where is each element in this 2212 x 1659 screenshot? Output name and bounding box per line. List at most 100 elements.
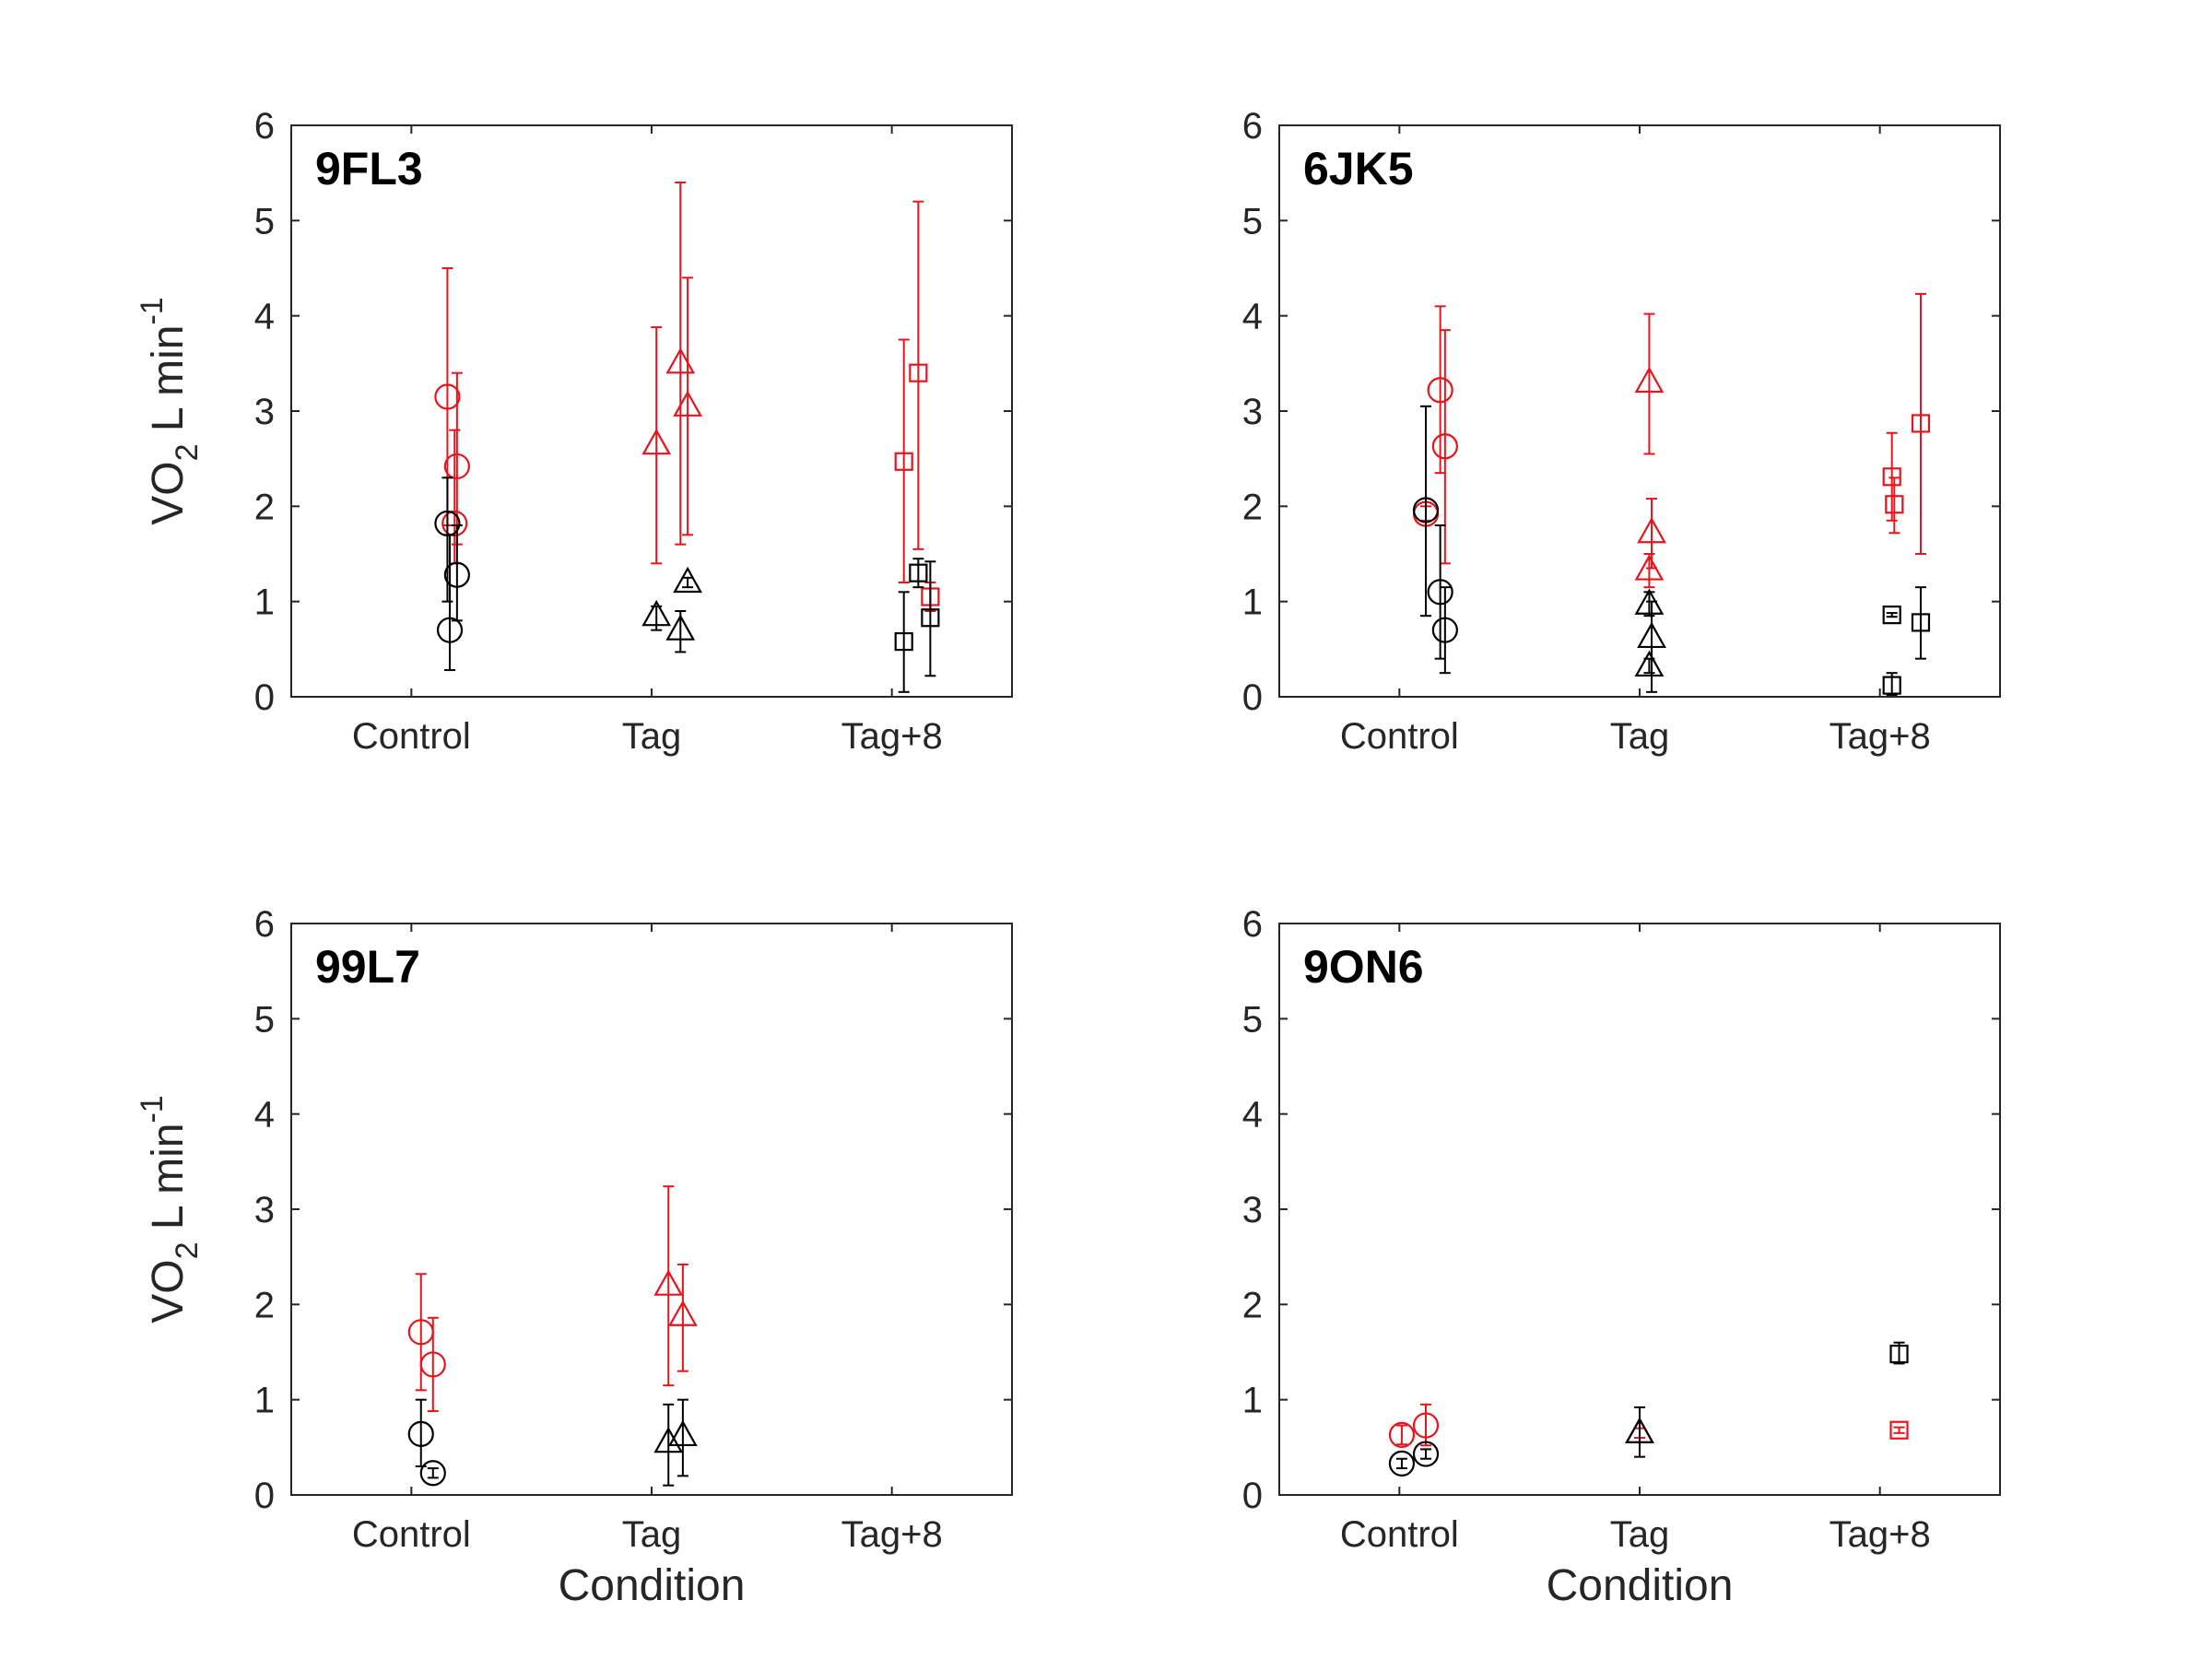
x-tick-label-control: Control (1340, 716, 1459, 757)
x-tick-label-tag: Tag (622, 1514, 682, 1555)
y-tick-label: 5 (254, 201, 275, 241)
panel-title: 99L7 (315, 941, 420, 993)
panel-title: 9ON6 (1303, 941, 1424, 993)
y-tick-label: 4 (1242, 1095, 1263, 1135)
panel-title: 6JK5 (1303, 143, 1414, 194)
x-tick-label-tag-8: Tag+8 (1830, 716, 1931, 757)
y-tick-label: 4 (1242, 297, 1263, 337)
data-point-circle (443, 561, 470, 588)
data-point-square (1882, 676, 1901, 695)
data-point-triangle (641, 599, 672, 627)
axes-box (1278, 124, 2001, 698)
data-point-triangle (641, 428, 672, 455)
y-tick-label: 3 (1242, 392, 1263, 432)
x-axis-label: Condition (559, 1561, 746, 1610)
y-tick-label: 2 (1242, 487, 1263, 527)
x-tick-label-tag: Tag (1610, 716, 1670, 757)
panel-6JK5: 0 1 2 3 4 5 6 Control Tag Tag+8 6JK5 (1242, 106, 2001, 757)
series-red (1412, 292, 1931, 589)
y-tick-label: 6 (1242, 106, 1263, 147)
data-point-circle (1388, 1421, 1416, 1449)
data-point-square (909, 363, 928, 382)
y-tick-label: 2 (1242, 1285, 1263, 1325)
x-axis-label: Condition (1547, 1561, 1734, 1610)
data-point-triangle (668, 1300, 698, 1326)
x-tick-label-tag-8: Tag+8 (1830, 1514, 1931, 1555)
x-tick-label-control: Control (1340, 1514, 1459, 1555)
data-point-triangle (1625, 1417, 1654, 1443)
panel-9ON6: 0 1 2 3 4 5 6 Control Tag Tag+8 9ON6 Condition (1242, 904, 2001, 1610)
y-axis-label: VO2 L min-1 (135, 297, 205, 524)
data-point-triangle (1634, 650, 1665, 677)
y-tick-label: 4 (254, 297, 275, 337)
y-tick-label: 2 (254, 487, 275, 527)
data-point-triangle (668, 1419, 698, 1447)
data-point-square (1889, 1420, 1909, 1440)
data-point-square (894, 631, 913, 652)
data-point-square (921, 608, 940, 628)
y-tick-label: 0 (1242, 1476, 1263, 1516)
series-black (1388, 1341, 1909, 1477)
data-point-circle (1412, 497, 1440, 524)
y-tick-label: 6 (1242, 904, 1263, 945)
data-point-triangle (1637, 517, 1666, 544)
data-point-circle (434, 383, 461, 410)
series-red (1388, 1403, 1909, 1449)
data-point-square (1911, 613, 1931, 632)
data-point-triangle (653, 1269, 684, 1296)
panel-9FL3: 0 1 2 3 4 5 6 Control Tag Tag+8 9FL3 VO2 L min-1 (135, 106, 1013, 757)
series-black (407, 1398, 698, 1487)
data-point-circle (1388, 1450, 1416, 1477)
y-tick-label: 1 (254, 582, 275, 623)
y-tick-label: 3 (1242, 1190, 1263, 1230)
data-point-triangle (673, 390, 702, 417)
data-point-triangle (665, 614, 696, 641)
y-axis-label: VO2 L min-1 (135, 1095, 205, 1323)
data-point-circle (1412, 1441, 1440, 1467)
series-black (434, 477, 940, 693)
x-tick-label-control: Control (352, 1514, 471, 1555)
x-tick-label-control: Control (352, 716, 471, 757)
y-tick-label: 3 (254, 392, 275, 432)
data-point-circle (1431, 617, 1458, 643)
series-black (1412, 405, 1931, 696)
data-point-circle (1431, 433, 1458, 460)
data-point-circle (1412, 1412, 1440, 1439)
data-point-circle (443, 453, 470, 480)
y-tick-label: 5 (1242, 201, 1263, 241)
x-tick-label-tag-8: Tag+8 (841, 1514, 943, 1555)
y-tick-label: 5 (1242, 999, 1263, 1040)
data-point-circle (1427, 377, 1453, 404)
data-point-triangle (673, 566, 702, 594)
y-tick-label: 1 (1242, 582, 1263, 623)
data-point-square (894, 452, 913, 471)
y-tick-label: 0 (1242, 677, 1263, 718)
data-point-circle (407, 1420, 434, 1447)
y-tick-label: 3 (254, 1190, 275, 1230)
y-tick-label: 1 (254, 1381, 275, 1421)
y-tick-label: 5 (254, 999, 275, 1040)
y-tick-label: 2 (254, 1285, 275, 1325)
axes-box (290, 923, 1013, 1496)
data-point-circle (1427, 579, 1453, 606)
panel-title: 9FL3 (315, 143, 423, 194)
y-tick-label: 0 (254, 677, 275, 718)
data-point-circle (436, 617, 464, 643)
data-point-square (909, 563, 928, 582)
x-tick-label-tag-8: Tag+8 (841, 716, 943, 757)
data-point-triangle (1634, 554, 1665, 581)
y-tick-label: 1 (1242, 1381, 1263, 1421)
data-point-triangle (1637, 621, 1666, 649)
data-point-square (1885, 495, 1904, 514)
y-tick-label: 6 (254, 904, 275, 945)
y-tick-label: 6 (254, 106, 275, 147)
x-tick-label-tag: Tag (622, 716, 682, 757)
data-point-circle (419, 1460, 446, 1487)
data-point-square (1882, 606, 1901, 625)
data-point-triangle (1634, 366, 1665, 394)
data-point-square (1882, 467, 1901, 487)
data-point-square (1911, 414, 1931, 433)
data-point-circle (419, 1351, 446, 1378)
data-point-square (1889, 1344, 1909, 1364)
